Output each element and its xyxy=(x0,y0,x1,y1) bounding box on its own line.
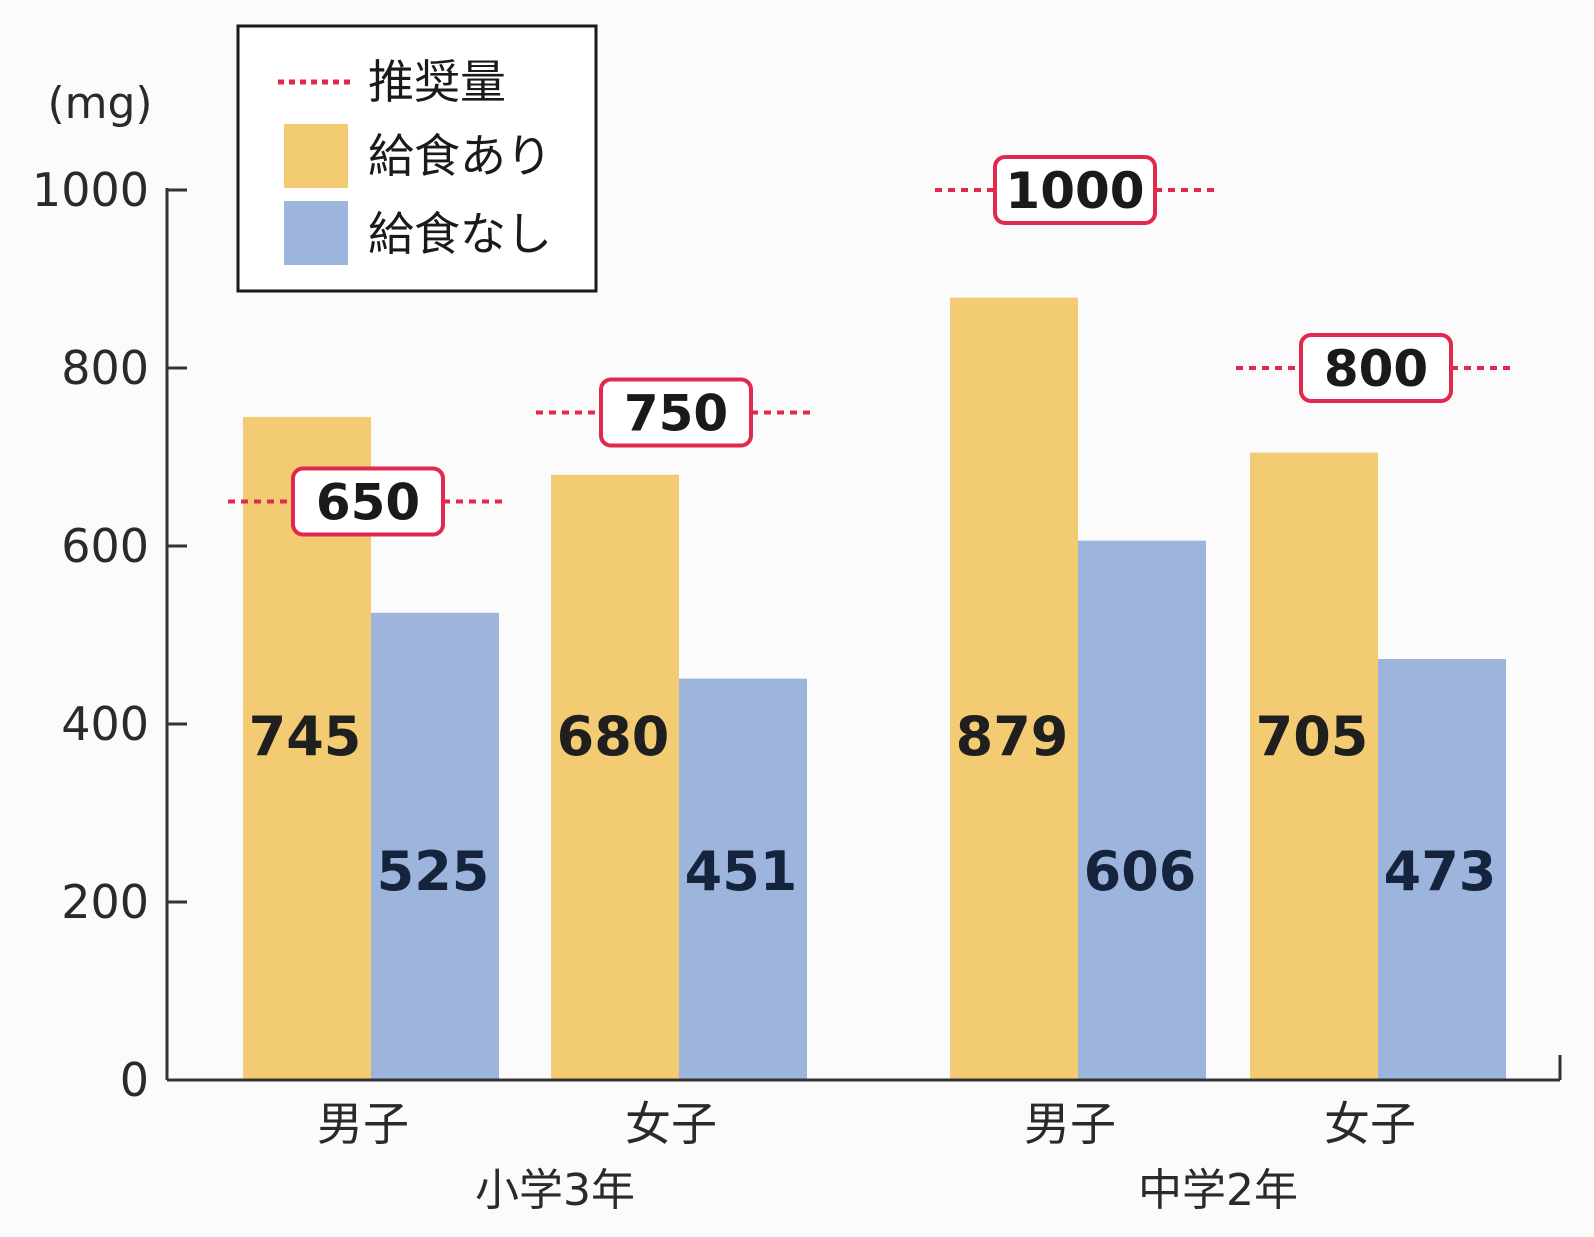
category-label: 男子 xyxy=(1024,1097,1116,1151)
y-tick-label: 200 xyxy=(61,875,149,929)
data-label: 451 xyxy=(685,840,798,903)
bar-without-lunch-2 xyxy=(1078,540,1206,1080)
y-tick-label: 400 xyxy=(61,697,149,751)
bar-without-lunch-1 xyxy=(679,678,807,1080)
bar-with-lunch-3 xyxy=(1250,452,1378,1080)
data-label: 473 xyxy=(1384,840,1497,903)
data-label: 745 xyxy=(249,705,362,768)
category-label: 男子 xyxy=(317,1097,409,1151)
y-tick-label: 800 xyxy=(61,341,149,395)
bar-without-lunch-0 xyxy=(371,612,499,1080)
value-labels: 745 525 680 451 879 606 705 473 xyxy=(249,705,1497,903)
data-label: 879 xyxy=(956,705,1069,768)
recommended-value: 750 xyxy=(624,385,728,443)
recommended-value: 650 xyxy=(316,474,420,532)
data-label: 606 xyxy=(1084,840,1197,903)
y-tick-label: 1000 xyxy=(32,163,149,217)
legend-label: 給食なし xyxy=(368,207,552,261)
recommended-box xyxy=(993,155,1157,225)
bar-without-lunch-3 xyxy=(1378,659,1506,1080)
data-label: 705 xyxy=(1256,705,1369,768)
legend-label: 推奨量 xyxy=(368,55,506,109)
bar-with-lunch-2 xyxy=(950,297,1078,1080)
recommended-box xyxy=(291,466,445,537)
group-label: 小学3年 xyxy=(475,1165,635,1216)
data-label: 525 xyxy=(377,840,490,903)
recommended-markers: 650 750 1000 800 xyxy=(228,155,1516,537)
category-label: 女子 xyxy=(1324,1097,1416,1151)
recommended-box xyxy=(1299,333,1453,403)
category-label: 女子 xyxy=(625,1097,717,1151)
legend-label: 給食あり xyxy=(368,129,552,183)
group-label: 中学2年 xyxy=(1138,1165,1298,1216)
bar-with-lunch-1 xyxy=(551,474,679,1080)
y-tick-label: 600 xyxy=(61,519,149,573)
legend-with-lunch-swatch xyxy=(284,124,348,188)
recommended-value: 800 xyxy=(1324,340,1428,398)
bars xyxy=(243,297,1506,1080)
recommended-box xyxy=(599,377,753,448)
legend-without-lunch-swatch xyxy=(284,201,348,265)
y-axis-unit: (mg) xyxy=(47,78,152,129)
y-tick-label: 0 xyxy=(120,1053,149,1107)
data-label: 680 xyxy=(557,705,670,768)
recommended-value: 1000 xyxy=(1005,162,1144,220)
